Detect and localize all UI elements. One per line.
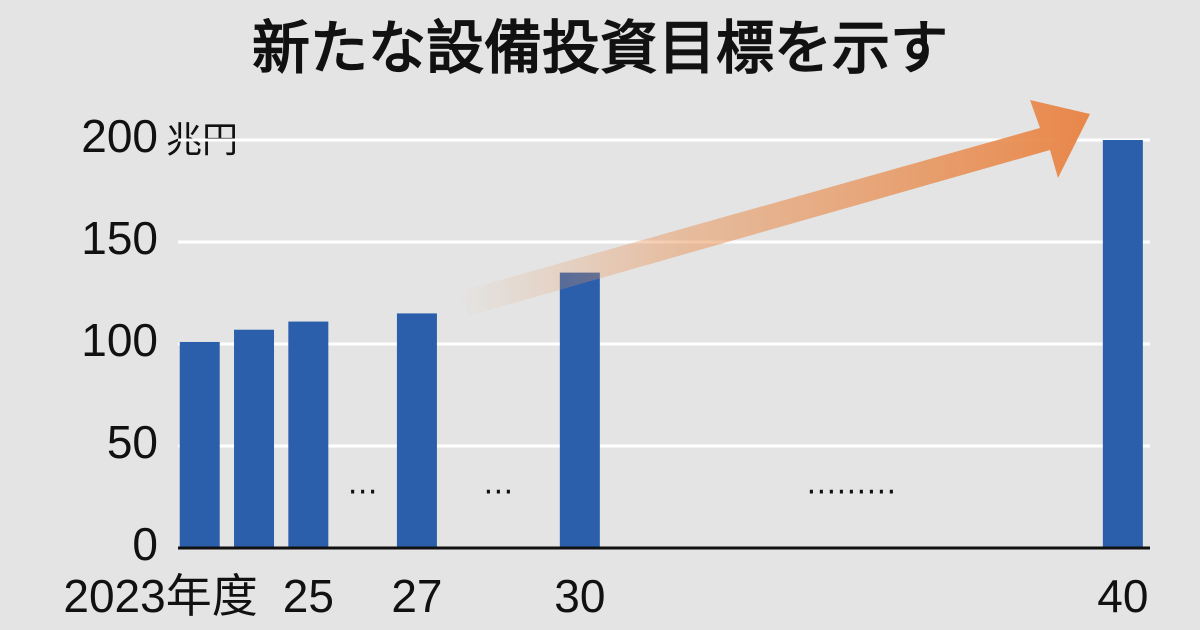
bar	[396, 313, 437, 548]
bar	[179, 341, 220, 548]
y-tick-label: 50	[107, 416, 158, 468]
x-tick-label: 40	[1097, 570, 1148, 622]
bar	[234, 329, 275, 548]
x-tick-label: 27	[391, 570, 442, 622]
bar	[1102, 140, 1143, 548]
trend-arrow	[458, 100, 1090, 316]
bar	[288, 321, 329, 548]
x-tick-label: 30	[554, 570, 605, 622]
bars	[179, 140, 1143, 548]
gap-marker: ………	[806, 467, 896, 502]
x-tick-label: 25	[283, 570, 334, 622]
y-tick-label: 100	[81, 314, 158, 366]
y-tick-label: 200	[81, 110, 158, 162]
bar	[559, 272, 600, 548]
x-tick-label: 2023年度	[63, 570, 257, 622]
chart-title: 新たな設備投資目標を示す	[252, 14, 948, 82]
gap-marker: …	[348, 467, 378, 502]
y-tick-label: 150	[81, 212, 158, 264]
gap-marker: …	[483, 467, 513, 502]
y-tick-label: 0	[132, 518, 158, 570]
